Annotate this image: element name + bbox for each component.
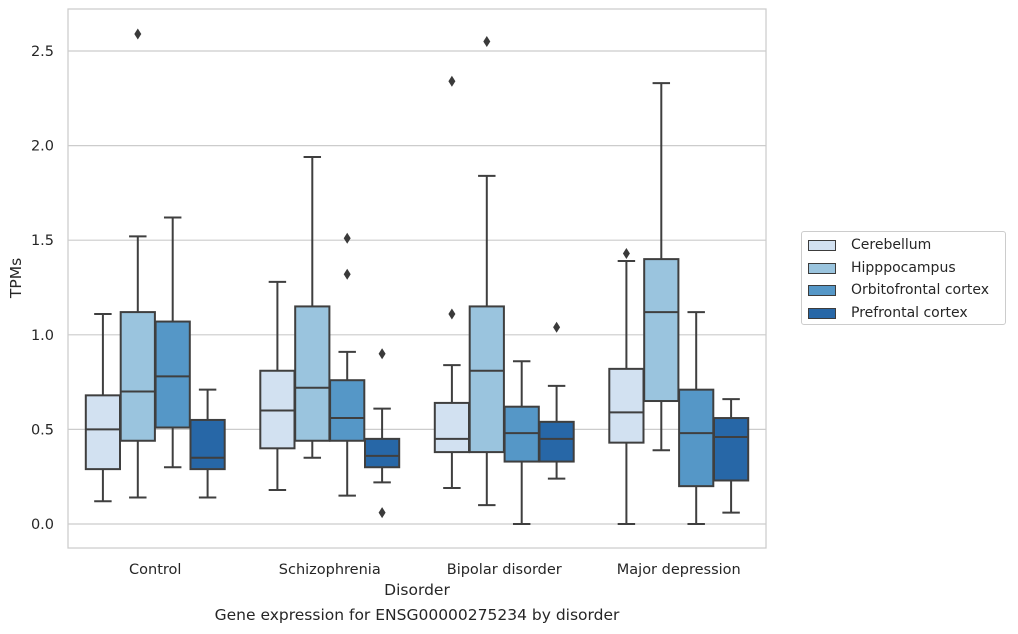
x-axis-label: Disorder — [384, 581, 450, 599]
iqr-box — [363, 437, 401, 469]
x-tick-labels: Control Schizophrenia Bipolar disorder Majo… — [129, 562, 741, 578]
box-4-2 — [643, 82, 680, 452]
box-4-1 — [608, 247, 645, 525]
outlier-point — [622, 247, 630, 259]
box-2-1 — [259, 280, 296, 491]
iqr-box — [712, 417, 750, 482]
legend-swatch-orbitofrontal — [808, 284, 836, 296]
iqr-box — [678, 388, 715, 488]
chart-title: Gene expression for ENSG00000275234 by d… — [214, 606, 620, 624]
box-1-4 — [189, 388, 226, 499]
iqr-box — [154, 320, 191, 429]
iqr-box — [189, 418, 226, 471]
outlier-point — [378, 348, 386, 360]
iqr-box — [608, 367, 645, 444]
y-axis-label: TPMs — [7, 258, 25, 299]
outlier-point — [343, 232, 351, 244]
box-1-2 — [119, 28, 156, 499]
legend-label-orbitofrontal: Orbitofrontal cortex — [851, 282, 989, 298]
x-tick-label: Major depression — [617, 562, 741, 578]
iqr-box — [643, 258, 680, 403]
y-tick-label: 2.0 — [31, 139, 54, 155]
legend-swatch-prefrontal — [808, 307, 836, 319]
x-tick-label: Bipolar disorder — [447, 562, 562, 578]
legend-label-prefrontal: Prefrontal cortex — [851, 305, 968, 321]
iqr-box — [538, 420, 575, 463]
box-1-1 — [84, 312, 122, 503]
box-2-3 — [329, 232, 366, 497]
outlier-point — [553, 321, 561, 333]
y-tick-labels: 0.0 0.5 1.0 1.5 2.0 2.5 — [31, 44, 54, 533]
box-2-2 — [294, 155, 331, 459]
box-4-3 — [678, 311, 715, 525]
outlier-point — [343, 268, 351, 280]
legend-item-cerebellum: Cerebellum — [808, 237, 931, 253]
outlier-point — [448, 75, 456, 87]
y-tick-label: 1.0 — [31, 328, 54, 344]
outlier-point — [483, 36, 491, 48]
x-tick-label: Control — [129, 562, 181, 578]
iqr-box — [329, 379, 366, 442]
iqr-box — [119, 311, 156, 442]
legend-label-cerebellum: Cerebellum — [851, 237, 932, 253]
legend: Cerebellum Hipppocampus Orbitofrontal co… — [801, 231, 1006, 325]
iqr-box — [433, 401, 471, 454]
y-tick-label: 0.0 — [31, 517, 54, 533]
y-tick-label: 1.5 — [31, 233, 54, 249]
box-1-3 — [154, 216, 191, 469]
iqr-box — [468, 305, 505, 454]
legend-label-hippocampus: Hipppocampus — [851, 260, 956, 276]
iqr-box — [294, 305, 331, 442]
x-tick-label: Schizophrenia — [279, 562, 381, 578]
outlier-point — [134, 28, 142, 40]
box-groups — [84, 28, 750, 525]
outlier-point — [448, 308, 456, 320]
box-3-4 — [538, 321, 575, 480]
box-2-4 — [363, 348, 401, 519]
y-tick-label: 2.5 — [31, 44, 54, 60]
outlier-point — [378, 507, 386, 519]
iqr-box — [84, 394, 122, 471]
box-4-4 — [712, 398, 750, 514]
legend-item-orbitofrontal: Orbitofrontal cortex — [808, 282, 989, 298]
legend-swatch-cerebellum — [808, 239, 836, 251]
legend-item-prefrontal: Prefrontal cortex — [808, 305, 968, 321]
y-tick-label: 0.5 — [31, 422, 54, 438]
legend-swatch-hippocampus — [808, 262, 836, 274]
legend-item-hippocampus: Hipppocampus — [808, 260, 956, 276]
box-3-2 — [468, 36, 505, 507]
